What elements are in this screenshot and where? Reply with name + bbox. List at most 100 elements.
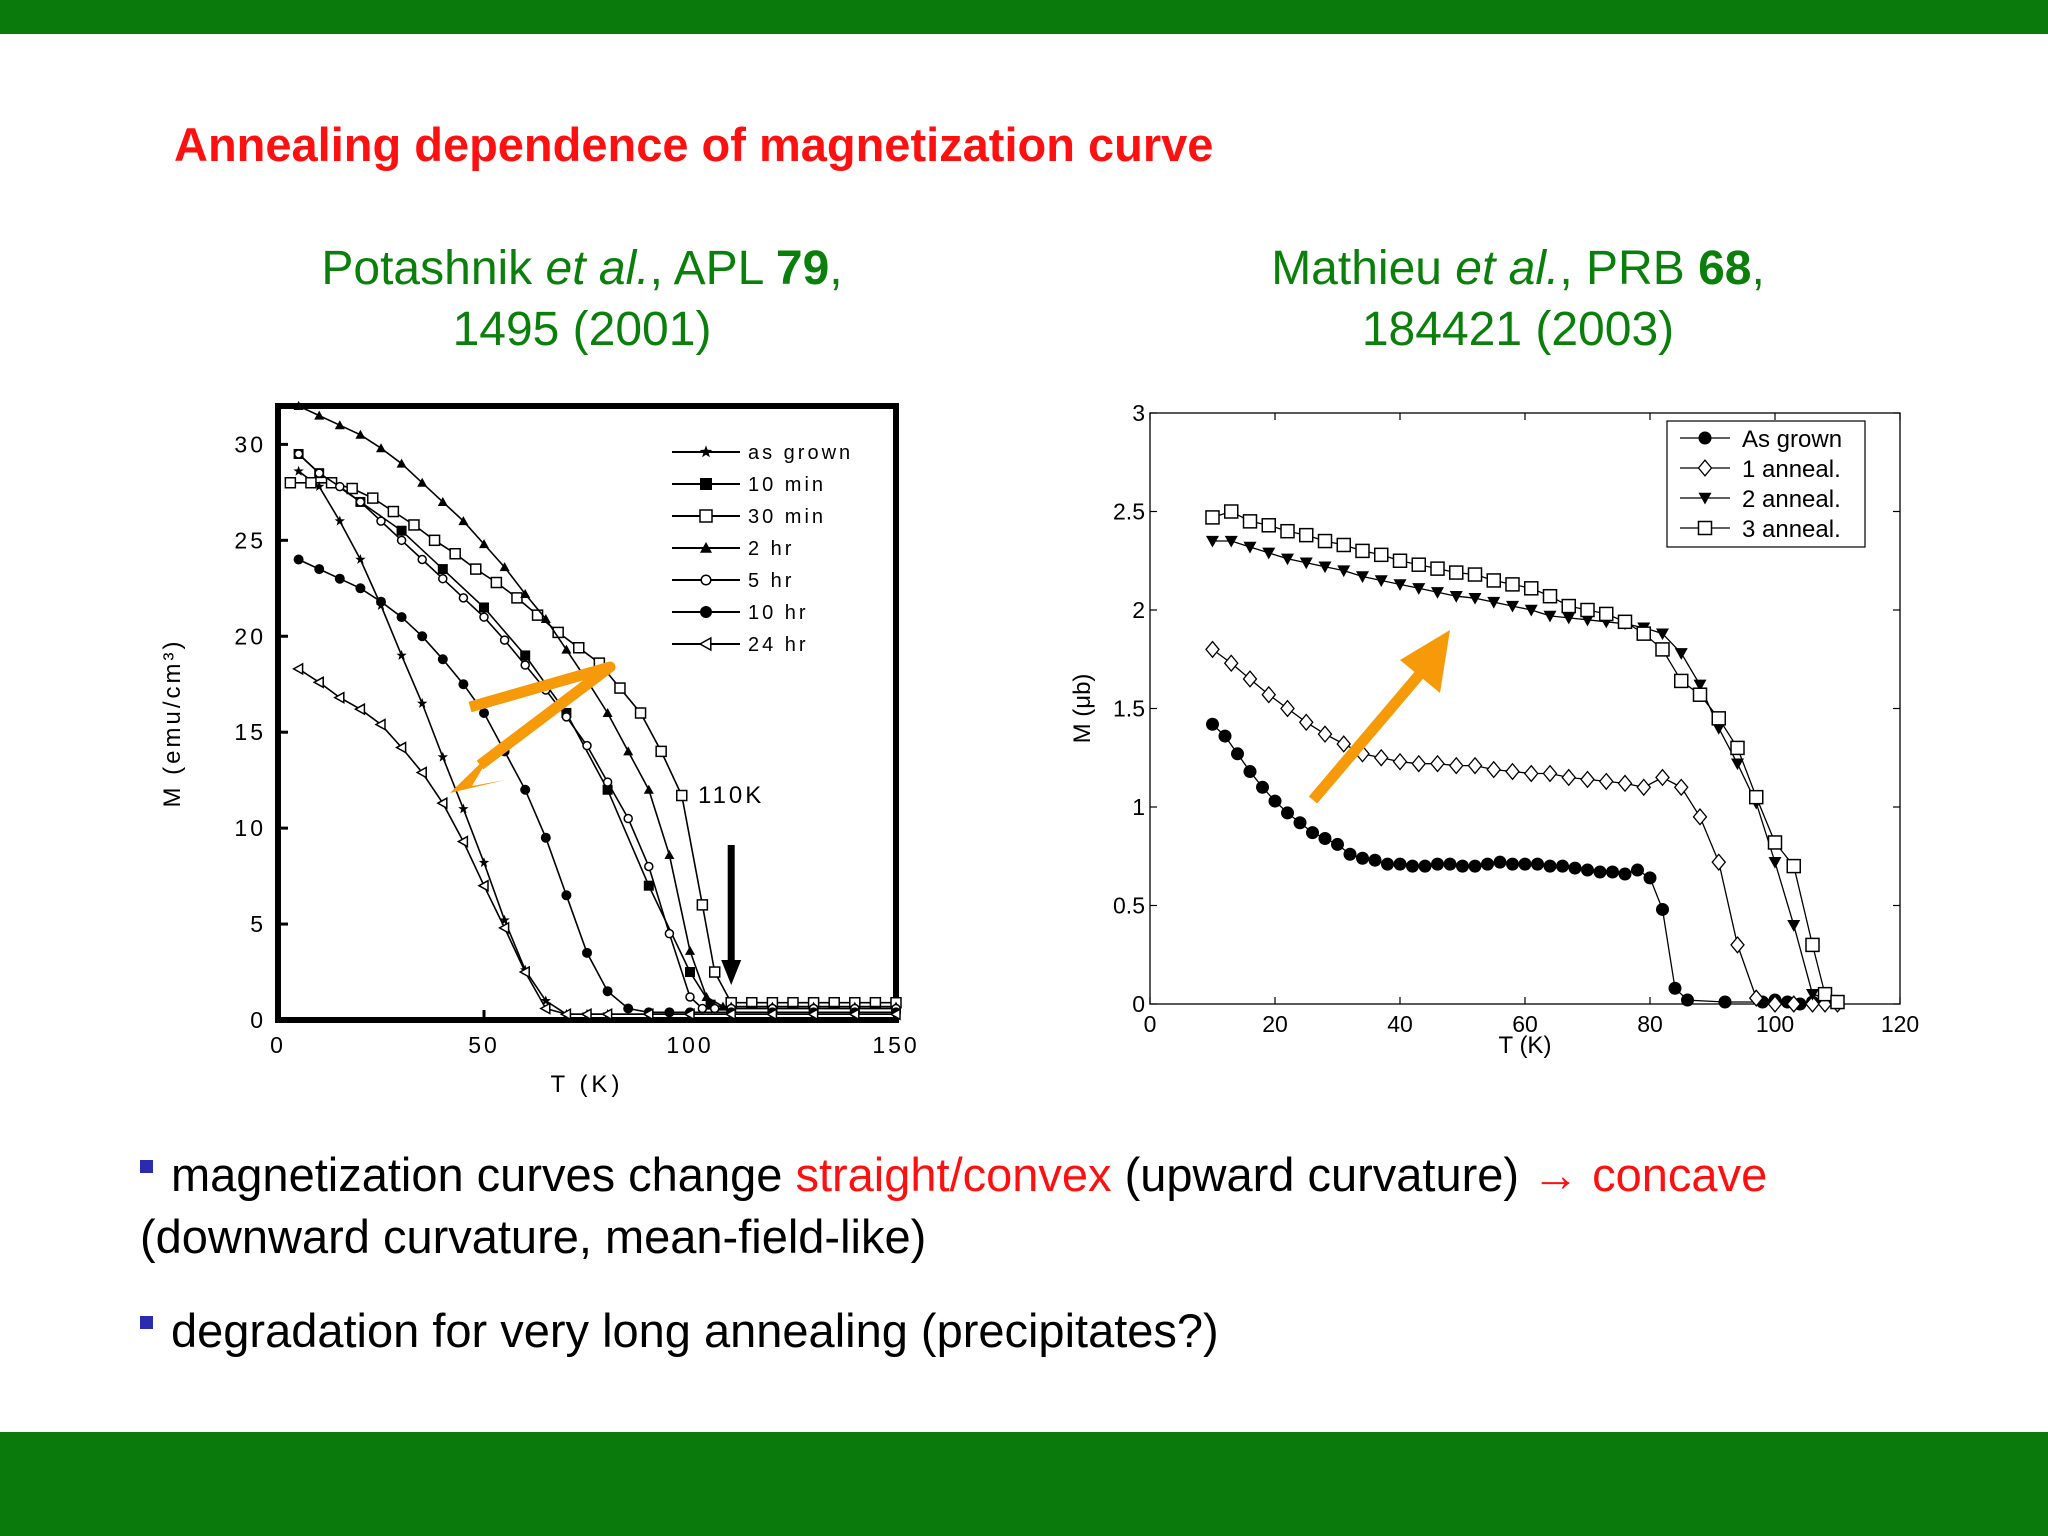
chart-right-point: [1256, 780, 1269, 794]
chart-right-point: [1580, 602, 1595, 618]
chart-right-point: [1280, 699, 1295, 718]
chart-left-ytick-label: 5: [250, 911, 266, 937]
chart-left-xtick-label: 0: [270, 1032, 286, 1058]
chart-right-point: [1268, 794, 1282, 808]
bullet-square-icon: [140, 1316, 153, 1329]
chart-right-point: [1317, 725, 1333, 743]
chart-right-point: [1205, 510, 1220, 525]
chart-right: 0 20 40 60 80 100 120 0 0.5 1 1.5 2 2.5 3 T (K) M (μb) A…: [1069, 400, 1919, 1059]
ref-right-line2: 184421 (2003): [1361, 303, 1675, 356]
chart-right-point: [1767, 995, 1783, 1013]
chart-left-point: [293, 401, 304, 410]
chart-right-point: [1243, 541, 1257, 554]
chart-left-point: [697, 1003, 708, 1014]
chart-right-ytick-label: 3: [1132, 400, 1145, 426]
chart-left-orange-arrow-head: [450, 752, 505, 793]
chart-left-legend-label: 24 hr: [748, 634, 809, 656]
chart-right-orange-arrow: [1308, 664, 1430, 804]
chart-right-point: [1748, 989, 1764, 1007]
chart-right-point: [1449, 591, 1463, 603]
ref-left-comma: ,: [829, 242, 843, 295]
chart-left-ytick-label: 30: [234, 431, 266, 457]
chart-left-point: [292, 662, 304, 676]
chart-left-point: [479, 539, 489, 549]
chart-left-point: [701, 991, 712, 1001]
bullet-1-text-a: magnetization curves change: [171, 1148, 796, 1201]
chart-left-point: [623, 813, 633, 824]
chart-left-point: [437, 496, 448, 506]
chart-right-xtick-label: 100: [1756, 1011, 1794, 1037]
chart-right-point: [1656, 902, 1669, 916]
chart-right-ytick-label: 2.5: [1113, 499, 1145, 525]
chart-right-point: [1542, 588, 1558, 604]
chart-left-ylabel: M (emu/cm³): [159, 639, 186, 808]
chart-left-series: [292, 662, 901, 1021]
chart-left-point: [685, 967, 695, 978]
chart-right-point: [1231, 747, 1244, 761]
chart-right-point: [1293, 816, 1307, 830]
chart-left-point: [709, 1003, 720, 1014]
chart-left-legend-marker: [700, 542, 712, 553]
chart-right-ytick-label: 1: [1132, 794, 1145, 820]
chart-left-point: [376, 516, 386, 526]
chart-left-point: [436, 796, 448, 810]
chart-left-point: [479, 602, 489, 613]
chart-right-point: [1392, 752, 1408, 771]
chart-left-point: [387, 505, 400, 518]
chart-right-point: [1430, 754, 1445, 773]
chart-left-orange-arrow: [468, 661, 616, 770]
ref-left-line2: 1495 (2001): [452, 303, 712, 356]
chart-left-point: [305, 477, 317, 489]
chart-right-point: [1430, 561, 1445, 576]
chart-right-point: [1373, 748, 1389, 767]
chart-left-frame: [275, 403, 899, 1023]
chart-right-legend: As grown 1 anneal. 2 anneal. 3 anneal.: [1666, 420, 1866, 548]
chart-right-point: [1224, 535, 1238, 548]
chart-left-point: [580, 1007, 592, 1021]
chart-right-point: [1631, 863, 1644, 877]
chart-right-point: [1306, 826, 1319, 840]
chart-right-xtick-label: 20: [1262, 1011, 1288, 1037]
chart-right-orange-arrow-head: [1400, 630, 1450, 693]
chart-right-point: [1643, 871, 1657, 885]
chart-left-point: [355, 583, 366, 594]
chart-left-point: [478, 857, 490, 868]
chart-left-point: [643, 880, 654, 891]
chart-left-point: [848, 1007, 860, 1021]
chart-right-legend-marker: [1698, 431, 1712, 445]
chart-left-point: [520, 660, 530, 670]
ref-right-volume: 68: [1698, 242, 1752, 295]
chart-right-point: [1805, 995, 1820, 1013]
chart-right-point: [1281, 553, 1294, 566]
bullet-1-text-b: (upward curvature): [1111, 1148, 1533, 1201]
chart-right-point: [1261, 685, 1277, 704]
chart-right-point: [1393, 579, 1407, 591]
chart-right-point: [1486, 573, 1501, 588]
chart-right-point: [1431, 587, 1444, 599]
chart-right-point: [1556, 859, 1569, 873]
chart-left-point: [664, 1007, 675, 1018]
chart-left-point: [334, 420, 345, 430]
chart-right-point: [1299, 527, 1314, 543]
chart-left-point: [376, 443, 386, 453]
chart-right-point: [1206, 535, 1219, 548]
chart-right-point: [1298, 713, 1314, 732]
chart-left-point: [644, 861, 654, 872]
chart-right-point: [1617, 614, 1633, 630]
chart-left-point: [284, 477, 297, 489]
chart-right-ytick-label: 0: [1132, 991, 1145, 1017]
chart-left-point: [573, 642, 585, 654]
chart-left-legend-marker: [699, 445, 713, 458]
chart-right-point: [1598, 772, 1614, 791]
chart-right-point: [1506, 600, 1519, 613]
bottom-bar: [0, 1432, 2048, 1536]
chart-right-point: [1449, 565, 1464, 580]
chart-right-point: [1411, 557, 1426, 572]
chart-left-point: [325, 477, 338, 489]
chart-right-point: [1581, 614, 1594, 627]
chart-right-point: [1280, 523, 1295, 539]
chart-right-point: [1224, 504, 1239, 519]
chart-left-point: [676, 789, 688, 802]
chart-left-ytick-label: 10: [234, 815, 266, 841]
